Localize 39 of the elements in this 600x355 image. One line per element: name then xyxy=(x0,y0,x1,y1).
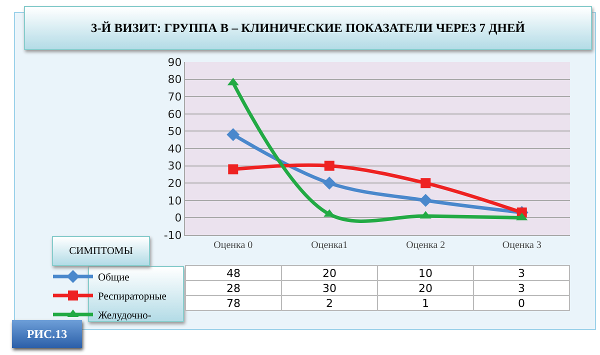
data-label: 2 xyxy=(282,296,378,310)
data-label: 28 xyxy=(186,280,282,296)
x-tick-label: Оценка 3 xyxy=(502,240,542,251)
y-tick-label: 0 xyxy=(174,212,182,225)
y-tick-label: 50 xyxy=(168,125,182,138)
y-tick-label: 30 xyxy=(168,160,182,173)
text: СИМПТОМЫ xyxy=(52,236,150,266)
y-tick-label: 10 xyxy=(168,194,182,208)
point xyxy=(324,160,334,171)
text: РИС.13 xyxy=(12,320,82,348)
data-label: 20 xyxy=(282,266,378,280)
data-label: 3 xyxy=(474,280,570,296)
x-tick-label: Оценка1 xyxy=(311,240,348,251)
y-tick-label: 40 xyxy=(168,142,182,156)
data-label: 20 xyxy=(378,280,474,296)
data-label: 10 xyxy=(378,266,474,280)
legend-label: Желудочно- xyxy=(98,310,152,322)
legend-label: Общие xyxy=(98,272,130,284)
x-tick-label: Оценка 0 xyxy=(214,240,253,251)
y-tick-label: 70 xyxy=(168,90,182,104)
y-tick-label: 90 xyxy=(168,56,182,69)
data-label: 0 xyxy=(474,296,570,310)
point xyxy=(322,176,336,190)
y-tick-label: 60 xyxy=(168,108,182,121)
x-tick-label: Оценка 2 xyxy=(406,240,446,251)
point xyxy=(419,194,432,207)
data-label: 1 xyxy=(378,296,474,310)
y-tick-label: 80 xyxy=(168,73,182,86)
chart-title: 3-Й ВИЗИТ: ГРУППА В – КЛИНИЧЕСКИЕ ПОКАЗАТЕЛИ ЧЕРЕЗ 7 ДНЕЙ xyxy=(24,6,592,50)
point xyxy=(420,178,431,188)
legend-label: Респираторные xyxy=(98,292,167,303)
y-tick-label: -10 xyxy=(164,228,182,242)
point xyxy=(226,128,240,142)
point xyxy=(228,164,238,174)
data-label: 30 xyxy=(282,280,378,296)
data-label: 3 xyxy=(474,266,570,280)
data-label: 48 xyxy=(186,266,282,280)
data-label: 78 xyxy=(186,296,282,310)
y-tick-label: 20 xyxy=(168,176,182,190)
